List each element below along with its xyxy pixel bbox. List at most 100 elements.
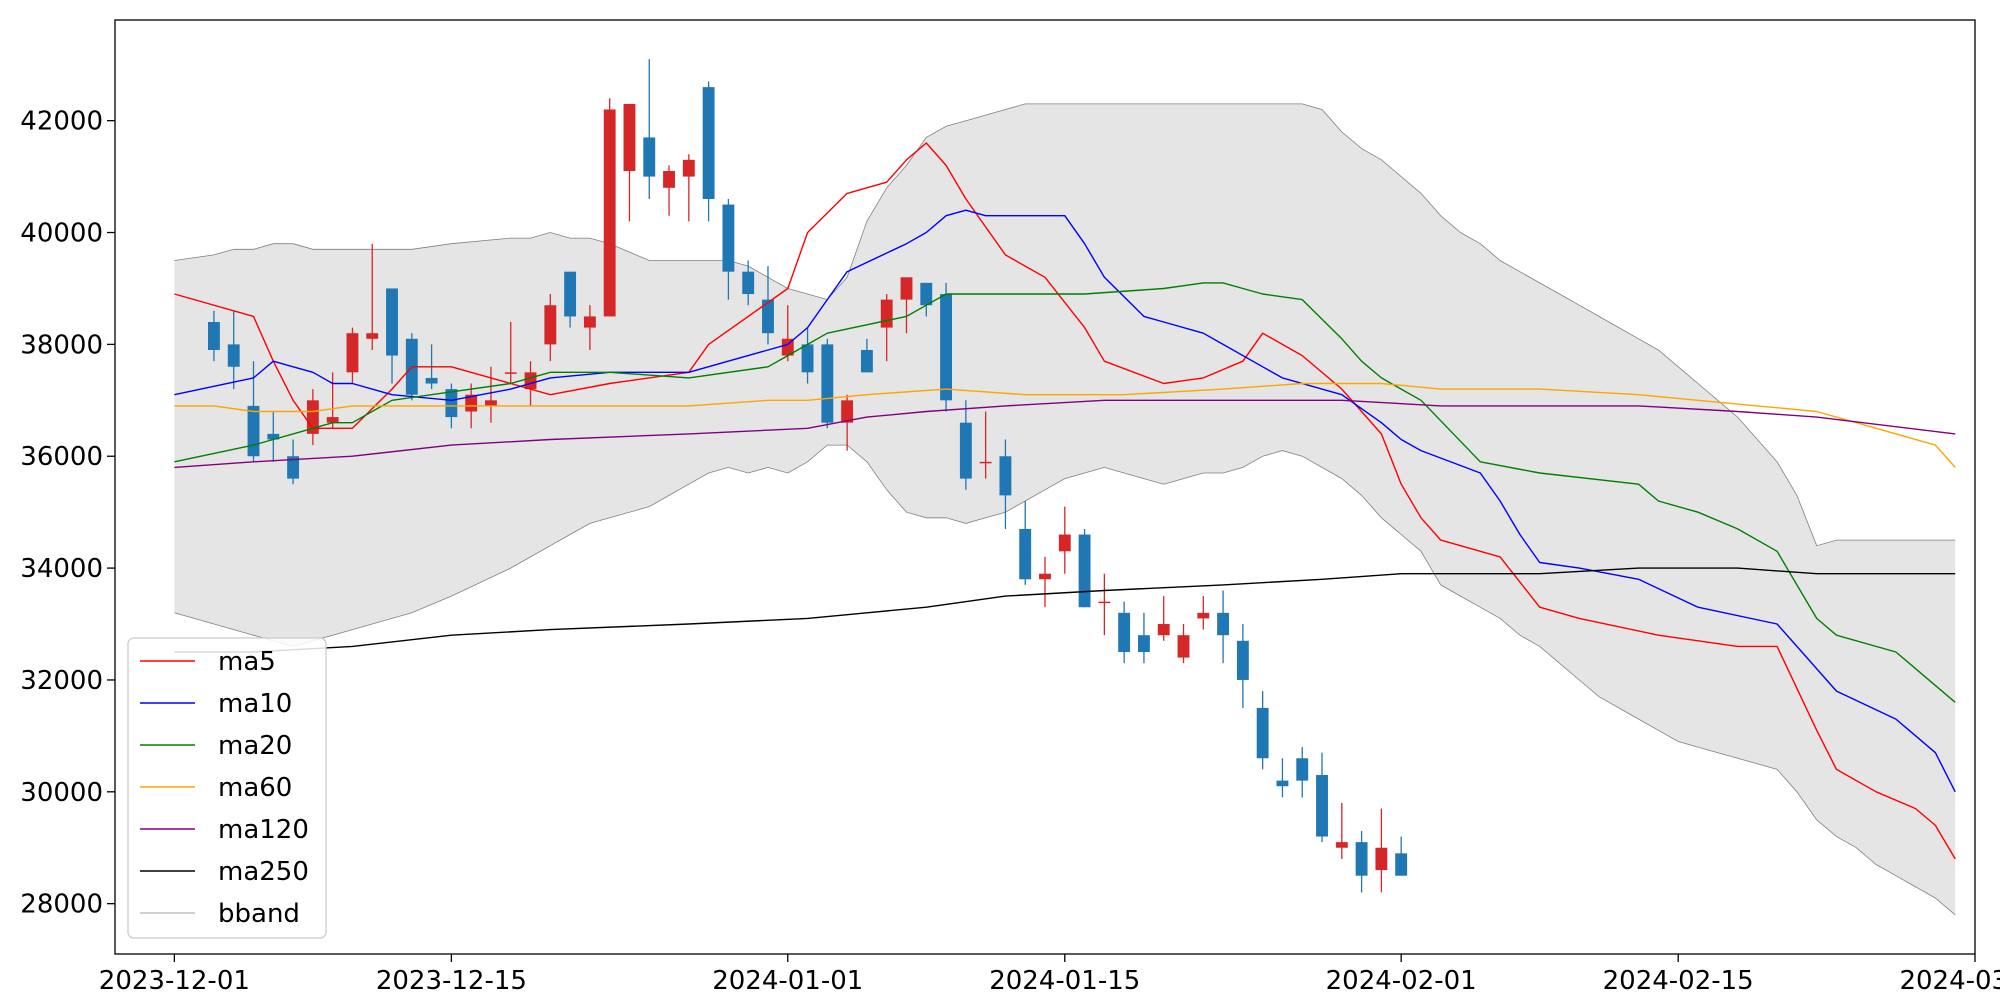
x-axis: 2023-12-01 2023-12-15 2024-01-01 2024-01-15… [99,954,2000,996]
candle-body [1316,775,1328,837]
ma20-line [174,282,1956,703]
x-tick-label: 2024-01-01 [712,966,863,996]
candle-body [702,87,715,199]
plot-frame [114,19,1976,955]
candle [1335,802,1348,859]
candle-body [445,389,458,418]
candle [880,294,893,362]
candle-body [979,461,992,464]
candle-body [1118,612,1131,652]
legend-item-ma120: ma120 [140,815,309,845]
candle-body [940,294,952,401]
candle-body [366,333,379,339]
candle-body [346,333,359,373]
candle-body [860,349,873,373]
legend-label: ma120 [218,815,309,845]
legend: ma5 ma10 ma20 ma60 ma120 ma250 bband [127,637,327,939]
bband-lower-line [174,444,1956,916]
candle-body [1276,780,1289,787]
candle [1236,624,1249,708]
candle-body [465,394,478,412]
candle [1019,500,1032,585]
candle-body [880,299,893,328]
candle-body [247,405,260,457]
candle [1039,556,1051,608]
candle [623,103,636,222]
candle [1138,612,1150,664]
candle [227,310,240,390]
candle-body [1217,612,1230,636]
candle [762,266,774,345]
candle-body [287,456,300,479]
candle [583,305,596,350]
candle [326,372,339,429]
candle [603,98,616,317]
candle-body [544,305,557,345]
candles-layer [208,59,1408,893]
candle [1157,596,1170,641]
bband-fill [174,103,1956,915]
y-tick-label: 32000 [20,666,103,696]
candle-body [1078,534,1091,608]
candle-body [841,400,854,423]
candle-body [425,377,438,384]
candle [1296,747,1309,798]
candle-body [524,372,537,390]
candle-body [1019,528,1032,580]
ma60-line [174,382,1956,468]
candle-body [504,372,517,374]
candle [663,165,675,216]
candle [504,322,517,384]
legend-label: ma60 [218,773,292,803]
candle-body [801,344,814,373]
candle [821,338,834,429]
candle [1197,596,1210,630]
candle [1177,624,1190,664]
legend-item-ma5: ma5 [140,647,276,677]
y-tick-label: 38000 [20,330,103,360]
y-tick-label: 28000 [20,890,103,920]
candle [900,277,913,334]
candle-body [959,422,972,479]
candle-body [1157,624,1170,636]
candle-body [920,282,933,306]
candle-body [603,109,616,317]
candle-body [1296,758,1309,781]
candle [860,338,873,373]
x-tick-label: 2023-12-15 [376,966,527,996]
candle-body [781,338,794,356]
candle-body [663,171,675,188]
candle-body [1138,635,1150,652]
ma250-line [174,567,1956,653]
candle [306,389,319,446]
y-tick-label: 30000 [20,778,103,808]
candle [979,411,992,479]
x-tick-label: 2024-02-15 [1603,966,1754,996]
x-tick-label: 2024-02-01 [1326,966,1477,996]
candle [564,271,577,328]
candle [959,400,972,490]
candle [208,310,220,362]
candle-body [742,271,755,295]
candle-body [583,316,596,328]
legend-label: bband [218,899,300,929]
y-tick-label: 36000 [20,442,103,472]
legend-item-bband: bband [140,899,300,929]
candle-body [900,277,913,300]
candle [702,81,715,222]
moving-averages-layer [174,142,1956,860]
candle [682,154,695,222]
candle-body [267,433,280,440]
candle [1375,808,1388,893]
legend-item-ma10: ma10 [140,689,292,719]
candle-body [821,344,834,423]
candle-body [1197,612,1210,619]
candle-body [722,204,735,272]
candle-body [1098,601,1111,604]
candle-body [1395,853,1408,876]
candle-body [762,299,774,334]
candle [386,288,398,384]
legend-box [127,637,327,939]
candle-body [682,159,695,177]
x-tick-label: 2024-03-01 [1899,966,2000,996]
